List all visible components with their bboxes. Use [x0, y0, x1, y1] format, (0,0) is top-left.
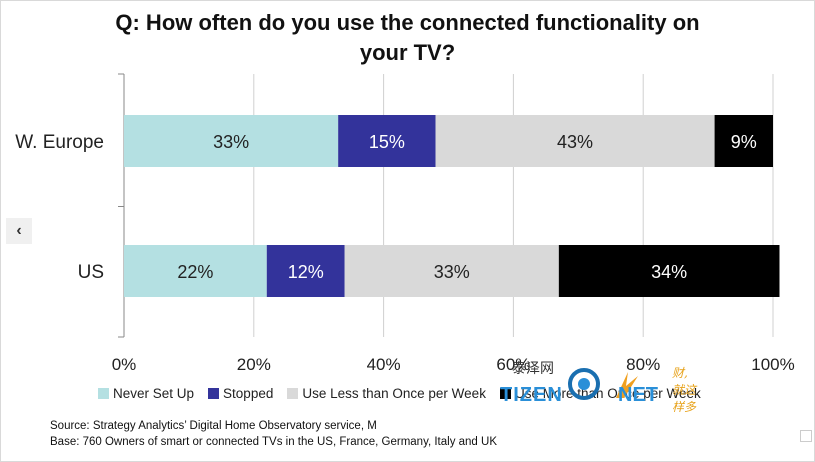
x-tick-label: 40%	[367, 355, 401, 374]
watermark-net-text: NET	[618, 384, 658, 406]
data-label: 33%	[213, 132, 249, 152]
previous-slide-button[interactable]: ‹	[6, 218, 32, 244]
data-label: 12%	[288, 262, 324, 282]
legend-swatch	[499, 387, 511, 399]
watermark: 泰泽网 TIZEN NET 财, 就这样多	[500, 358, 700, 414]
data-label: 22%	[177, 262, 213, 282]
watermark-slogan: 财, 就这样多	[672, 366, 697, 414]
x-tick-label: 20%	[237, 355, 271, 374]
bar-segment	[124, 115, 339, 167]
corner-marker	[800, 430, 812, 442]
data-label: 33%	[434, 262, 470, 282]
chart-legend: Never Set Up Stopped Use Less than Once pe…	[98, 384, 715, 402]
data-label: 15%	[369, 132, 405, 152]
legend-swatch	[98, 387, 109, 399]
legend-label: Never Set Up	[113, 385, 195, 401]
watermark-cn-text: 泰泽网	[512, 361, 554, 377]
x-tick-label: 60%	[496, 355, 530, 374]
legend-label: Use More than Once per Week	[514, 385, 701, 401]
x-tick-label: 80%	[626, 355, 660, 374]
watermark-tizen-text: TIZEN	[500, 384, 563, 406]
legend-item: Never Set Up	[98, 386, 194, 401]
base-note: Base: 760 Owners of smart or connected T…	[50, 436, 497, 448]
chevron-left-icon: ‹	[16, 222, 22, 239]
data-label: 9%	[731, 132, 757, 152]
legend-swatch	[208, 387, 220, 399]
bar-segment	[344, 245, 559, 297]
x-tick-label: 0%	[112, 355, 137, 374]
bar-segment	[714, 115, 773, 167]
bar-segment	[558, 245, 780, 297]
data-label: 43%	[557, 132, 593, 152]
source-note: Source: Strategy Analytics’ Digital Home…	[50, 420, 377, 432]
bar-segment	[266, 245, 345, 297]
chart-title-line-1: Q: How often do you use the connected fu…	[115, 10, 700, 35]
legend-label: Use Less than Once per Week	[302, 385, 486, 401]
watermark-flame-icon	[616, 372, 638, 398]
bar-segment	[124, 245, 267, 297]
legend-label: Stopped	[223, 385, 274, 401]
category-label: US	[78, 262, 104, 283]
data-label: 34%	[651, 262, 687, 282]
x-tick-label: 100%	[751, 355, 794, 374]
bar-segment	[338, 115, 436, 167]
watermark-logo-icon	[568, 368, 600, 400]
chart-title: Q: How often do you use the connected fu…	[0, 8, 815, 68]
legend-item: Use More than Once per Week	[499, 385, 701, 401]
legend-swatch	[287, 387, 299, 399]
chart-title-line-2: your TV?	[359, 40, 456, 65]
category-label: W. Europe	[15, 132, 104, 153]
bar-segment	[435, 115, 715, 167]
legend-item: Use Less than Once per Week	[287, 386, 486, 401]
legend-item: Stopped	[208, 386, 273, 401]
